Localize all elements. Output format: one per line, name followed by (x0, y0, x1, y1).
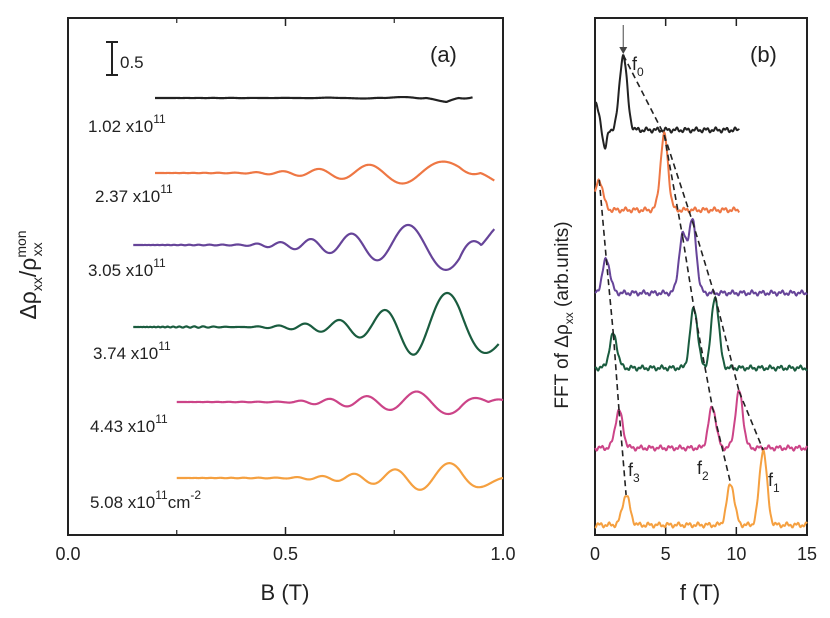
density-label-5: 5.08 x1011cm-2 (90, 488, 201, 512)
f0-marker-arrow (619, 47, 628, 54)
ylabel-a-slash: / (15, 270, 41, 277)
x-tick-label-b-0: 0 (590, 544, 600, 564)
guide-f1-start (663, 134, 694, 222)
x-tick-label-b-1: 5 (661, 544, 671, 564)
guide-f2-1 (681, 236, 695, 309)
density-label-3: 3.74 x1011 (93, 339, 171, 363)
guide-f1-1 (714, 296, 740, 392)
peak-label-f1: f1 (768, 470, 780, 495)
ylabel-a-rho2: ρ (15, 258, 41, 271)
svg-text:Δρxx/ρmonxx: Δρxx/ρmonxx (13, 230, 45, 319)
ylabel-a-delta: Δ (15, 304, 41, 319)
guide-f2-3 (711, 406, 732, 484)
panel-b-label: (b) (750, 42, 777, 67)
trace-a-3 (133, 291, 500, 356)
fft-trace-2 (594, 217, 808, 297)
guide-f3-4 (618, 410, 627, 496)
panel-b: 0 5 10 15 (590, 18, 817, 564)
x-tick-label-a-0: 0.0 (55, 544, 80, 564)
x-tick-label-b-3: 15 (797, 544, 817, 564)
x-tick-label-a-2: 1.0 (490, 544, 515, 564)
guide-f0-f2 (622, 54, 665, 136)
fft-trace-5 (594, 448, 808, 529)
svg-text:f0: f0 (632, 54, 644, 79)
density-label-2: 3.05 x1011 (88, 256, 166, 280)
guide-f3-2 (605, 259, 615, 335)
guide-f3-1 (598, 179, 608, 260)
guide-f2-2 (693, 307, 714, 407)
trace-a-2 (133, 223, 496, 271)
ylabel-b-suffix: (arb.units) (552, 221, 573, 312)
fft-trace-1 (594, 131, 740, 214)
x-tick-label-a-1: 0.5 (273, 544, 298, 564)
guide-f1-0 (691, 221, 716, 297)
trace-a-4 (176, 390, 504, 416)
y-axis-label-b: FFT of Δρxx (arb.units) (552, 221, 576, 408)
ylabel-b-sub: xx (562, 312, 576, 324)
guide-f3-3 (612, 334, 620, 411)
svg-text:f1: f1 (768, 470, 780, 495)
svg-text:FFT of Δρxx (arb.units): FFT of Δρxx (arb.units) (552, 221, 576, 408)
trace-a-5 (176, 462, 504, 491)
x-axis-label-a: B (T) (261, 580, 310, 605)
fft-trace-3 (594, 295, 808, 372)
x-tick-label-b-2: 10 (726, 544, 746, 564)
guide-f2-0 (663, 134, 684, 237)
scale-bar-label: 0.5 (120, 53, 144, 72)
fft-trace-4 (594, 389, 808, 452)
ylabel-a-sup: mon (13, 230, 29, 257)
guide-f1-2 (738, 391, 764, 451)
trace-a-0 (155, 95, 473, 104)
ylabel-a-rho: ρ (15, 291, 41, 304)
panel-b-frame (594, 17, 808, 536)
trace-a-1 (155, 160, 495, 185)
density-label-0: 1.02 x1011 (88, 112, 166, 136)
ylabel-a-sub2: xx (29, 242, 45, 256)
x-axis-label-b: f (T) (680, 580, 720, 605)
peak-label-f2: f2 (697, 458, 709, 483)
y-axis-label-a: Δρxx/ρmonxx (13, 230, 45, 319)
ylabel-a-sub1: xx (29, 277, 45, 291)
peak-label-f3: f3 (628, 460, 640, 485)
fft-trace-0 (594, 53, 740, 150)
scale-bar: 0.5 (106, 41, 144, 76)
panel-a: 0.0 0.5 1.0 1.02 x1011 2.37 x1011 3.05 x1011 3… (55, 18, 516, 564)
peak-label-f0: f0 (632, 54, 644, 79)
panel-a-label: (a) (430, 42, 457, 67)
svg-text:f2: f2 (697, 458, 709, 483)
ylabel-b-base: FFT of Δρ (552, 324, 573, 409)
density-label-1: 2.37 x1011 (95, 182, 173, 206)
svg-text:f3: f3 (628, 460, 640, 485)
density-label-4: 4.43 x1011 (90, 412, 168, 436)
